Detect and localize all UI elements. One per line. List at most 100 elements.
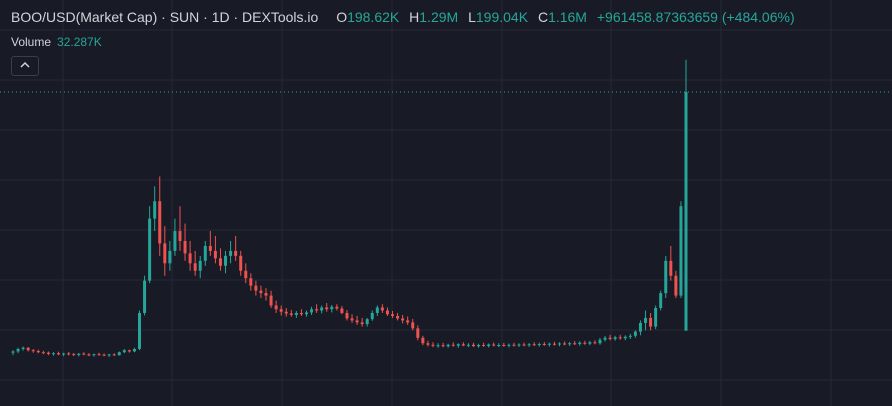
candle-body xyxy=(350,318,354,321)
candle-body xyxy=(31,350,35,352)
candle-body xyxy=(62,353,66,355)
candle-body xyxy=(198,260,202,271)
candle-body xyxy=(340,308,344,313)
candle-body xyxy=(482,344,486,346)
candle-body xyxy=(451,344,455,346)
candle-body xyxy=(659,293,663,308)
candle-body xyxy=(456,344,460,346)
candle-body xyxy=(249,278,253,286)
candle-body xyxy=(421,337,425,344)
candle-body xyxy=(517,344,521,346)
candles xyxy=(11,59,688,357)
candle-body xyxy=(502,344,506,346)
candle-body xyxy=(563,343,567,345)
candle-body xyxy=(330,306,334,310)
candle-body xyxy=(26,347,30,351)
candle-body xyxy=(547,343,551,345)
low-value: 199.04K xyxy=(475,9,529,25)
candle-body xyxy=(370,312,374,320)
candle-body xyxy=(16,348,20,352)
high-value: 1.29M xyxy=(419,9,459,25)
candle-body xyxy=(644,317,648,323)
candle-body xyxy=(568,343,572,345)
candle-body xyxy=(532,344,536,346)
candle-body xyxy=(299,312,303,315)
candle-body xyxy=(92,354,96,356)
candle-body xyxy=(583,342,587,344)
candle-body xyxy=(497,344,501,346)
candle-body xyxy=(360,322,364,325)
candle-body xyxy=(471,344,475,347)
low-label: L xyxy=(468,9,476,25)
open-label: O xyxy=(336,9,348,25)
candle-body xyxy=(477,344,481,347)
candle-body xyxy=(67,353,71,355)
candle-body xyxy=(97,354,101,356)
candle-body xyxy=(102,354,106,356)
candle-body xyxy=(401,318,405,321)
candle-body xyxy=(492,344,496,346)
candle-body xyxy=(213,250,217,259)
candle-body xyxy=(608,337,612,340)
candle-body xyxy=(46,352,50,354)
candle-body xyxy=(51,353,55,355)
candle-body xyxy=(679,206,683,296)
chevron-up-icon xyxy=(20,61,30,68)
candle-body xyxy=(578,342,582,344)
candle-body xyxy=(57,353,61,355)
candle-body xyxy=(557,343,561,345)
candle-body xyxy=(416,328,420,338)
candle-body xyxy=(623,336,627,339)
candle-body xyxy=(664,260,668,294)
volume-label: Volume xyxy=(11,35,52,49)
candle-body xyxy=(613,337,617,340)
candle-body xyxy=(588,342,592,344)
candle-body xyxy=(441,345,445,347)
symbol-title: BOO/USD(Market Cap) · SUN · 1D · DEXTool… xyxy=(11,9,319,25)
volume-legend: Volume 32.287K xyxy=(11,35,102,49)
candle-body xyxy=(507,344,511,346)
candle-body xyxy=(487,344,491,346)
candle-body xyxy=(117,352,121,356)
candle-body xyxy=(77,353,81,355)
candle-body xyxy=(304,312,308,315)
candle-body xyxy=(82,353,86,355)
candle-body xyxy=(208,245,212,251)
candle-body xyxy=(143,280,147,313)
candle-body xyxy=(11,351,15,353)
candle-body xyxy=(289,313,293,315)
candle-body xyxy=(446,344,450,347)
candle-body xyxy=(264,293,268,296)
candle-body xyxy=(168,250,172,264)
chart-legend: BOO/USD(Market Cap) · SUN · 1D · DEXTool… xyxy=(11,9,795,25)
candle-body xyxy=(188,253,192,264)
candle-body xyxy=(183,240,187,254)
candle-body xyxy=(380,307,384,311)
candle-body xyxy=(593,342,597,344)
candle-body xyxy=(138,312,142,349)
candle-body xyxy=(148,218,152,281)
candle-body xyxy=(618,337,622,339)
change-value: +961458.87363659 (+484.06%) xyxy=(596,9,795,25)
candle-body xyxy=(375,307,379,313)
candle-body xyxy=(411,322,415,329)
candle-body xyxy=(684,92,688,331)
candle-body xyxy=(173,231,177,251)
candle-body xyxy=(385,310,389,315)
candle-body xyxy=(72,354,76,356)
collapse-legend-button[interactable] xyxy=(11,56,39,76)
candle-body xyxy=(674,275,678,296)
candle-body xyxy=(87,354,91,356)
candle-body xyxy=(542,344,546,345)
candle-body xyxy=(426,343,430,345)
candle-body xyxy=(112,354,116,356)
candle-body xyxy=(193,263,197,271)
candle-body xyxy=(431,344,435,346)
candle-body xyxy=(396,315,400,319)
candle-body xyxy=(279,309,283,312)
candle-body xyxy=(669,260,673,276)
candle-body xyxy=(552,343,556,345)
close-value: 1.16M xyxy=(548,9,587,25)
